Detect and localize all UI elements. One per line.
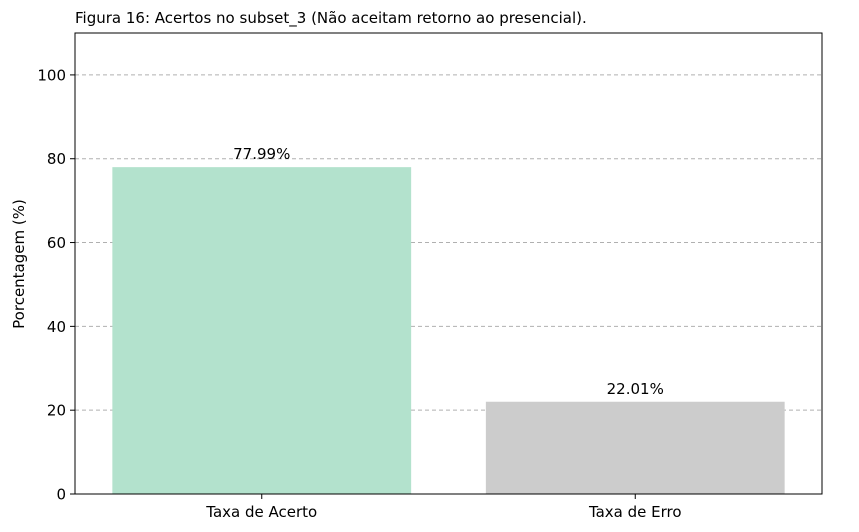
data-label: 77.99%: [233, 145, 290, 163]
bars: [112, 167, 785, 494]
x-ticks: Taxa de Acerto Taxa de Erro: [205, 494, 682, 521]
y-tick-label: 0: [56, 486, 66, 504]
y-axis-label: Porcentagem (%): [10, 199, 28, 329]
plot-frame: [74, 32, 823, 495]
x-tick-label: Taxa de Acerto: [205, 503, 317, 521]
y-ticks: 0 20 40 60 80 100: [37, 66, 75, 504]
chart-title: Figura 16: Acertos no subset_3 (Não acei…: [75, 9, 587, 28]
y-tick-label: 100: [37, 66, 66, 84]
y-tick-label: 60: [47, 234, 66, 252]
data-label: 22.01%: [607, 380, 664, 398]
axes: [74, 32, 823, 495]
y-tick-label: 80: [47, 150, 66, 168]
data-labels: 77.99% 22.01%: [233, 145, 664, 398]
x-tick-label: Taxa de Erro: [588, 503, 682, 521]
bar-taxa-de-acerto: [112, 167, 412, 494]
y-tick-label: 40: [47, 318, 66, 336]
y-tick-label: 20: [47, 402, 66, 420]
y-gridlines: [75, 74, 822, 411]
bar-taxa-de-erro: [485, 401, 785, 494]
